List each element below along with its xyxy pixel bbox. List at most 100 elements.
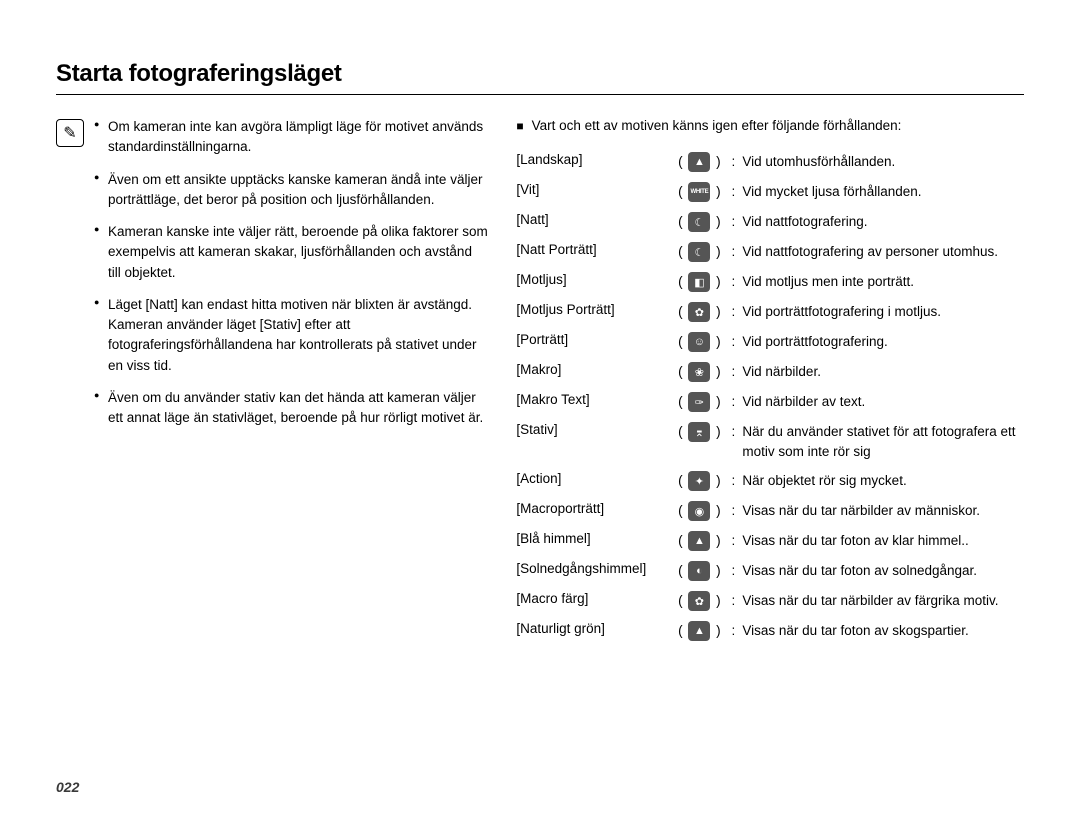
mode-label: [Macro färg] [516, 591, 674, 606]
mode-icon: ✑ [688, 392, 710, 412]
mode-label: [Solnedgångshimmel] [516, 561, 674, 576]
mode-label: [Natt Porträtt] [516, 242, 674, 257]
paren-close: ) [712, 242, 724, 262]
mode-icon: ◉ [688, 501, 710, 521]
colon-separator: : [724, 501, 742, 521]
paren-close: ) [712, 501, 724, 521]
paren-close: ) [712, 561, 724, 581]
mode-label: [Naturligt grön] [516, 621, 674, 636]
bullet-item: Även om ett ansikte upptäcks kanske kame… [94, 170, 488, 211]
mode-icon: ✿ [688, 591, 710, 611]
paren-open: ( [674, 332, 686, 352]
paren-close: ) [712, 362, 724, 382]
page-title: Starta fotograferingsläget [56, 60, 1024, 95]
square-bullet-icon: ■ [516, 117, 523, 136]
mode-row: [Action](✦):När objektet rör sig mycket. [516, 471, 1024, 491]
colon-separator: : [724, 392, 742, 412]
mode-label: [Motljus] [516, 272, 674, 287]
bullet-item: Om kameran inte kan avgöra lämpligt läge… [94, 117, 488, 158]
paren-open: ( [674, 362, 686, 382]
mode-label: [Blå himmel] [516, 531, 674, 546]
mode-row: [Naturligt grön](▲):Visas när du tar fot… [516, 621, 1024, 641]
mode-icon: ☺ [688, 332, 710, 352]
paren-open: ( [674, 621, 686, 641]
mode-label: [Stativ] [516, 422, 674, 437]
mode-row: [Natt Porträtt](☾):Vid nattfotografering… [516, 242, 1024, 262]
paren-close: ) [712, 471, 724, 491]
paren-open: ( [674, 152, 686, 172]
mode-icon: ❀ [688, 362, 710, 382]
mode-icon: ◐ [688, 561, 710, 581]
paren-close: ) [712, 422, 724, 442]
mode-description: När du använder stativet för att fotogra… [742, 422, 1024, 461]
mode-list: [Landskap](▲):Vid utomhusförhållanden.[V… [516, 152, 1024, 641]
colon-separator: : [724, 182, 742, 202]
paren-close: ) [712, 621, 724, 641]
mode-description: Vid mycket ljusa förhållanden. [742, 182, 1024, 202]
mode-row: [Natt](☾):Vid nattfotografering. [516, 212, 1024, 232]
right-intro-row: ■ Vart och ett av motiven känns igen eft… [516, 117, 1024, 136]
mode-row: [Porträtt](☺):Vid porträttfotografering. [516, 332, 1024, 352]
paren-open: ( [674, 591, 686, 611]
mode-label: [Makro] [516, 362, 674, 377]
mode-icon: ▲ [688, 152, 710, 172]
mode-description: Vid nattfotografering. [742, 212, 1024, 232]
paren-close: ) [712, 332, 724, 352]
colon-separator: : [724, 272, 742, 292]
colon-separator: : [724, 242, 742, 262]
mode-description: Vid porträttfotografering. [742, 332, 1024, 352]
mode-icon: ▲ [688, 531, 710, 551]
mode-label: [Porträtt] [516, 332, 674, 347]
mode-row: [Solnedgångshimmel](◐):Visas när du tar … [516, 561, 1024, 581]
mode-description: Visas när du tar foton av skogspartier. [742, 621, 1024, 641]
paren-open: ( [674, 272, 686, 292]
colon-separator: : [724, 152, 742, 172]
mode-row: [Vit](WHITE):Vid mycket ljusa förhålland… [516, 182, 1024, 202]
mode-label: [Action] [516, 471, 674, 486]
colon-separator: : [724, 591, 742, 611]
mode-icon: ✿ [688, 302, 710, 322]
mode-description: Visas när du tar närbilder av färgrika m… [742, 591, 1024, 611]
right-intro-text: Vart och ett av motiven känns igen efter… [532, 117, 902, 136]
mode-row: [Motljus](◧):Vid motljus men inte porträ… [516, 272, 1024, 292]
mode-icon: ◧ [688, 272, 710, 292]
mode-label: [Vit] [516, 182, 674, 197]
mode-row: [Stativ](⌆):När du använder stativet för… [516, 422, 1024, 461]
paren-open: ( [674, 212, 686, 232]
mode-icon: ☾ [688, 242, 710, 262]
colon-separator: : [724, 362, 742, 382]
mode-row: [Macro färg](✿):Visas när du tar närbild… [516, 591, 1024, 611]
mode-row: [Makro](❀):Vid närbilder. [516, 362, 1024, 382]
paren-open: ( [674, 392, 686, 412]
paren-open: ( [674, 182, 686, 202]
page-number: 022 [56, 779, 79, 795]
paren-open: ( [674, 302, 686, 322]
mode-icon: ☾ [688, 212, 710, 232]
paren-open: ( [674, 561, 686, 581]
bullet-item: Även om du använder stativ kan det hända… [94, 388, 488, 429]
mode-description: Vid närbilder. [742, 362, 1024, 382]
colon-separator: : [724, 561, 742, 581]
colon-separator: : [724, 302, 742, 322]
mode-description: Vid nattfotografering av personer utomhu… [742, 242, 1024, 262]
bullet-item: Kameran kanske inte väljer rätt, beroend… [94, 222, 488, 283]
mode-label: [Landskap] [516, 152, 674, 167]
colon-separator: : [724, 621, 742, 641]
mode-description: Vid motljus men inte porträtt. [742, 272, 1024, 292]
mode-icon: ▲ [688, 621, 710, 641]
mode-icon: WHITE [688, 182, 710, 202]
left-column: ✎ Om kameran inte kan avgöra lämpligt lä… [56, 117, 488, 651]
mode-label: [Motljus Porträtt] [516, 302, 674, 317]
mode-label: [Natt] [516, 212, 674, 227]
mode-description: Vid närbilder av text. [742, 392, 1024, 412]
mode-icon: ⌆ [688, 422, 710, 442]
mode-description: Visas när du tar foton av solnedgångar. [742, 561, 1024, 581]
paren-open: ( [674, 422, 686, 442]
mode-description: Vid utomhusförhållanden. [742, 152, 1024, 172]
colon-separator: : [724, 422, 742, 442]
paren-open: ( [674, 531, 686, 551]
paren-close: ) [712, 152, 724, 172]
paren-close: ) [712, 392, 724, 412]
mode-row: [Makro Text](✑):Vid närbilder av text. [516, 392, 1024, 412]
paren-close: ) [712, 272, 724, 292]
